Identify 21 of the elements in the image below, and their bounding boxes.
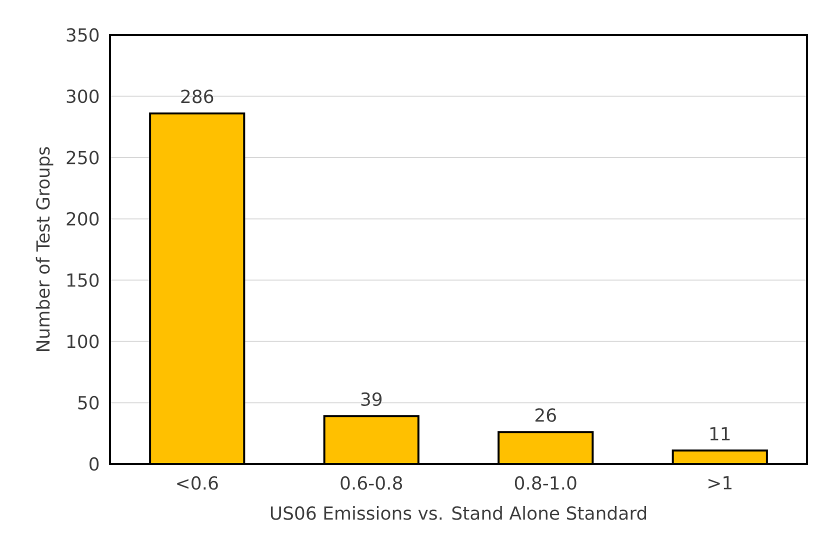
y-axis-title: Number of Test Groups	[36, 147, 54, 351]
x-axis-title: US06 Emissions vs. Stand Alone Standard	[270, 506, 646, 520]
y-tick-label: 50	[78, 396, 99, 410]
y-tick-label: 300	[66, 89, 99, 104]
bar	[498, 431, 594, 464]
x-tick-label: 0.8-1.0	[514, 476, 576, 490]
bar	[323, 415, 420, 464]
x-tick-label: <0.6	[177, 476, 218, 490]
data-label: 286	[181, 90, 214, 104]
y-tick-label: 250	[66, 150, 99, 164]
y-tick-label: 150	[67, 273, 99, 287]
data-label: 11	[710, 427, 730, 440]
y-tick-label: 350	[66, 28, 99, 42]
y-tick-label: 200	[66, 212, 99, 226]
data-label: 39	[361, 392, 382, 406]
y-tick-label: 100	[67, 334, 99, 348]
y-tick-label: 0	[90, 457, 99, 471]
data-label: 26	[535, 408, 556, 422]
x-tick-label: 0.6-0.8	[340, 476, 402, 490]
bar	[149, 112, 246, 464]
x-tick-label: >1	[708, 476, 732, 490]
